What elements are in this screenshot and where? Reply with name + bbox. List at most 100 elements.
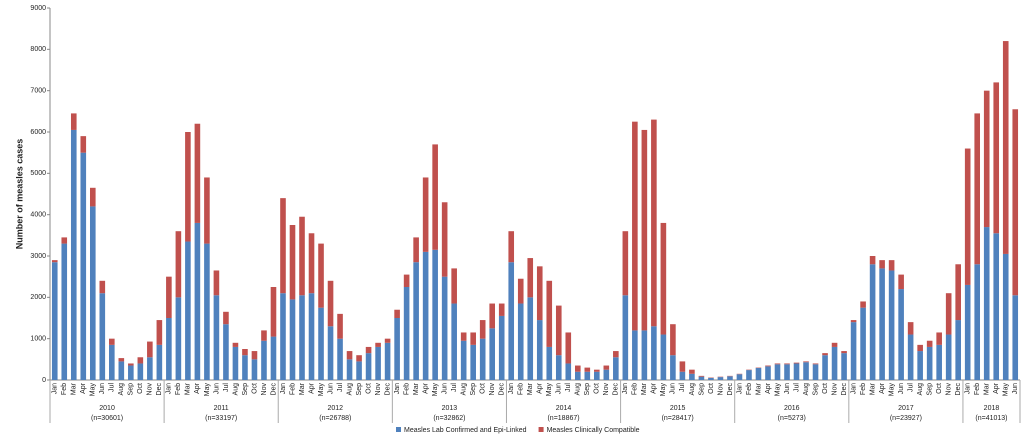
x-tick-label: Nov <box>147 383 154 396</box>
x-tick-label: Aug <box>118 383 125 396</box>
bar-segment <box>61 237 67 243</box>
x-tick-label: Nov <box>261 383 268 396</box>
bar-segment <box>585 372 591 380</box>
bar-segment <box>898 275 904 289</box>
group-count: (n=26788) <box>319 415 351 422</box>
bar-segment <box>623 295 629 380</box>
bar-segment <box>822 353 828 355</box>
x-tick-label: Jul <box>907 383 914 392</box>
x-tick-label: Jun <box>556 383 563 394</box>
bar-segment <box>661 335 667 380</box>
x-tick-label: Apr <box>879 382 886 394</box>
bar-segment <box>271 287 277 337</box>
bar-segment <box>328 281 334 326</box>
bar-segment <box>917 345 923 351</box>
x-tick-label: Jul <box>451 383 458 392</box>
y-tick-label: 2000 <box>30 294 46 301</box>
bar-segment <box>119 358 125 361</box>
bar-segment <box>223 312 229 324</box>
bar-segment <box>318 244 324 308</box>
group-count: (n=18867) <box>547 415 579 422</box>
bar-segment <box>185 132 191 242</box>
x-tick-label: Jan <box>52 383 59 394</box>
x-tick-label: Mar <box>185 382 192 395</box>
bar-segment <box>290 225 296 299</box>
x-tick-label: Nov <box>489 383 496 396</box>
y-tick-label: 7000 <box>30 88 46 95</box>
x-tick-label: Oct <box>594 383 601 394</box>
group-label: 2014 <box>556 405 572 412</box>
x-tick-label: Feb <box>746 383 753 395</box>
x-tick-label: Sep <box>927 383 934 396</box>
bar-segment <box>299 295 305 380</box>
x-tick-label: Nov <box>831 383 838 396</box>
bar-segment <box>366 347 372 353</box>
bar-segment <box>432 250 438 380</box>
bar-segment <box>242 355 248 380</box>
bar-segment <box>689 374 695 380</box>
bar-segment <box>280 293 286 380</box>
bar-segment <box>119 361 125 380</box>
bar-segment <box>404 287 410 380</box>
bar-segment <box>870 256 876 264</box>
x-tick-label: May <box>888 383 895 397</box>
x-tick-label: Nov <box>603 383 610 396</box>
bar-segment <box>61 244 67 380</box>
bar-segment <box>252 351 258 359</box>
x-tick-label: Mar <box>755 382 762 395</box>
bar-segment <box>451 304 457 380</box>
x-tick-label: Jan <box>965 383 972 394</box>
bar-segment <box>860 308 866 380</box>
x-tick-label: Jan <box>394 383 401 394</box>
bar-segment <box>813 363 819 364</box>
bar-segment <box>166 277 172 318</box>
bar-segment <box>385 343 391 380</box>
y-axis-label: Number of measles cases <box>14 139 24 250</box>
bar-segment <box>803 362 809 380</box>
bar-segment <box>670 355 676 380</box>
legend-swatch <box>539 427 544 432</box>
bar-segment <box>1003 254 1009 380</box>
bar-segment <box>651 326 657 380</box>
bar-segment <box>52 262 58 380</box>
bar-segment <box>546 347 552 380</box>
x-tick-label: Jan <box>508 383 515 394</box>
x-tick-label: May <box>660 383 667 397</box>
legend-label: Measles Lab Confirmed and Epi-Linked <box>404 427 527 434</box>
x-tick-label: Nov <box>375 383 382 396</box>
bar-segment <box>404 275 410 287</box>
bar-segment <box>946 293 952 334</box>
bar-segment <box>470 345 476 380</box>
bar-segment <box>90 188 96 207</box>
bar-segment <box>765 366 771 380</box>
bar-segment <box>955 320 961 380</box>
bar-segment <box>537 320 543 380</box>
bar-segment <box>518 304 524 380</box>
bar-segment <box>993 233 999 380</box>
bar-segment <box>100 293 106 380</box>
x-tick-label: Jan <box>622 383 629 394</box>
x-tick-label: Feb <box>518 383 525 395</box>
x-tick-label: Dec <box>384 383 391 396</box>
bar-segment <box>489 304 495 329</box>
group-count: (n=28417) <box>662 415 694 422</box>
x-tick-label: Feb <box>61 383 68 395</box>
bar-segment <box>984 91 990 227</box>
x-tick-label: Aug <box>917 383 924 396</box>
bar-segment <box>423 252 429 380</box>
y-tick-label: 6000 <box>30 129 46 136</box>
x-tick-label: Jul <box>109 383 116 392</box>
bar-segment <box>565 332 571 363</box>
bar-segment <box>1012 109 1018 295</box>
bar-segment <box>908 335 914 380</box>
x-tick-label: Dec <box>270 383 277 396</box>
bar-segment <box>138 363 144 380</box>
bar-segment <box>908 322 914 334</box>
legend-swatch <box>396 427 401 432</box>
bar-segment <box>879 268 885 380</box>
bar-segment <box>261 330 267 340</box>
bar-segment <box>936 332 942 344</box>
x-tick-label: Mar <box>641 382 648 395</box>
x-tick-label: Feb <box>974 383 981 395</box>
bar-segment <box>242 349 248 355</box>
